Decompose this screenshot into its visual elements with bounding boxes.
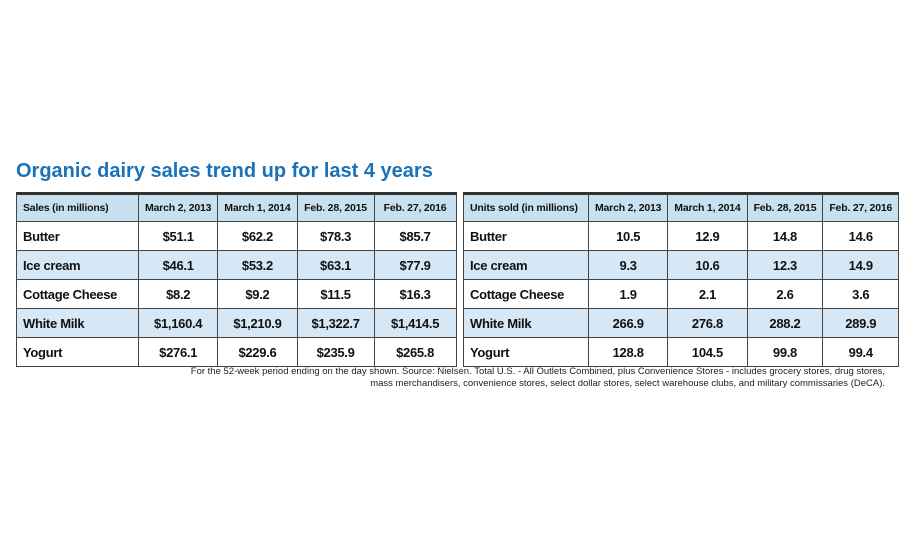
header-cell: Feb. 27, 2016 [373,193,457,222]
table-cell: 2.1 [667,279,748,309]
header-cell: Sales (in millions) [16,193,139,222]
table-cell: $276.1 [137,337,219,367]
table-cell: $85.7 [373,221,457,251]
title: Organic dairy sales trend up for last 4 … [16,160,433,182]
table-row: Yogurt $276.1 $229.6 $235.9 $265.8 [16,337,457,367]
table-row: White Milk $1,160.4 $1,210.9 $1,322.7 $1,414… [16,308,457,338]
table-cell: $16.3 [373,279,457,309]
table-cell: $46.1 [137,250,219,280]
row-label: Yogurt [463,337,589,367]
table-cell: 14.6 [822,221,900,251]
table-cell: $229.6 [217,337,298,367]
table-cell: $63.1 [296,250,375,280]
table-cell: 3.6 [822,279,900,309]
data-table: Units sold (in millions) March 2, 2013 Mar… [463,192,900,367]
table-cell: 104.5 [667,337,748,367]
header-row: Units sold (in millions) March 2, 2013 Mar… [463,193,900,222]
table-cell: $1,210.9 [217,308,298,338]
table-row: Yogurt 128.8 104.5 99.8 99.4 [463,337,900,367]
table-row: Butter 10.5 12.9 14.8 14.6 [463,221,900,251]
table-body: Sales (in millions) March 2, 2013 March 1,… [16,193,457,367]
table-cell: $62.2 [217,221,298,251]
header-cell: Units sold (in millions) [463,193,589,222]
footnote-line: For the 52-week period ending on the day… [190,366,885,377]
header-cell: Feb. 27, 2016 [822,193,900,222]
table-cell: 12.9 [667,221,748,251]
table-cell: 9.3 [587,250,669,280]
table-cell: 99.8 [746,337,824,367]
data-table: Sales (in millions) March 2, 2013 March 1,… [16,192,457,367]
table-cell: $1,414.5 [373,308,457,338]
table-cell: $77.9 [373,250,457,280]
header-row: Sales (in millions) March 2, 2013 March 1,… [16,193,457,222]
table-row: Ice cream $46.1 $53.2 $63.1 $77.9 [16,250,457,280]
table-cell: $1,160.4 [137,308,219,338]
table-cell: 10.6 [667,250,748,280]
row-label: Ice cream [16,250,139,280]
table-cell: $265.8 [373,337,457,367]
table-cell: 1.9 [587,279,669,309]
table-cell: $78.3 [296,221,375,251]
table-cell: $1,322.7 [296,308,375,338]
table-row: Ice cream 9.3 10.6 12.3 14.9 [463,250,900,280]
header-cell: March 1, 2014 [217,193,298,222]
footnote: For the 52-week period ending on the day… [191,366,885,390]
header-cell: March 1, 2014 [667,193,748,222]
row-label: Cottage Cheese [16,279,139,309]
row-label: Yogurt [16,337,139,367]
table-cell: 10.5 [587,221,669,251]
row-label: Ice cream [463,250,589,280]
row-label: White Milk [16,308,139,338]
table-cell: $235.9 [296,337,375,367]
table-cell: 12.3 [746,250,824,280]
row-label: Butter [463,221,589,251]
table-cell: 14.8 [746,221,824,251]
table-cell: $53.2 [217,250,298,280]
table-cell: 128.8 [587,337,669,367]
table-cell: $9.2 [217,279,298,309]
header-cell: March 2, 2013 [137,193,219,222]
table-cell: 276.8 [667,308,748,338]
table-row: Butter $51.1 $62.2 $78.3 $85.7 [16,221,457,251]
table-row: Cottage Cheese 1.9 2.1 2.6 3.6 [463,279,900,309]
header-cell: March 2, 2013 [587,193,669,222]
table-row: Cottage Cheese $8.2 $9.2 $11.5 $16.3 [16,279,457,309]
table-cell: $11.5 [296,279,375,309]
table-cell: 2.6 [746,279,824,309]
table-cell: 99.4 [822,337,900,367]
table-body: Units sold (in millions) March 2, 2013 Mar… [463,193,900,367]
table-cell: 14.9 [822,250,900,280]
row-label: White Milk [463,308,589,338]
row-label: Butter [16,221,139,251]
table-cell: 289.9 [822,308,900,338]
header-cell: Feb. 28, 2015 [296,193,375,222]
table-cell: 266.9 [587,308,669,338]
row-label: Cottage Cheese [463,279,589,309]
header-cell: Feb. 28, 2015 [746,193,824,222]
table-row: White Milk 266.9 276.8 288.2 289.9 [463,308,900,338]
table-cell: $51.1 [137,221,219,251]
table-cell: 288.2 [746,308,824,338]
table-cell: $8.2 [137,279,219,309]
footnote-line: mass merchandisers, convenience stores, … [370,378,885,389]
